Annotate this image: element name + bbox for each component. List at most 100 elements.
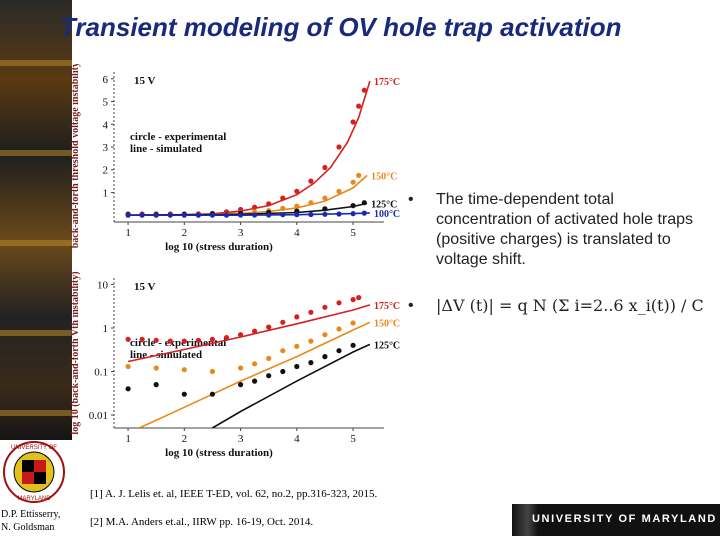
bullet-item-equation: • |ΔV (t)| = q N (Σ i=2..6 x_i(t)) / C <box>408 296 708 317</box>
reference-1: [1] A. J. Lelis et. al, IEEE T-ED, vol. … <box>90 488 378 500</box>
data-point <box>266 373 272 379</box>
data-point <box>209 368 215 375</box>
data-point <box>125 386 131 392</box>
data-point <box>238 212 244 218</box>
data-point <box>294 208 300 214</box>
data-point <box>322 354 328 360</box>
data-point <box>153 365 159 371</box>
data-point <box>361 87 367 93</box>
data-point <box>336 326 342 332</box>
data-point <box>280 368 286 375</box>
data-point <box>266 355 272 361</box>
author-line-2: N. Goldsman <box>1 522 55 533</box>
y-tick-label: 0.01 <box>89 410 108 422</box>
data-point <box>350 119 356 125</box>
data-point <box>361 210 367 216</box>
data-point <box>181 391 187 397</box>
data-point <box>336 211 342 217</box>
data-point <box>252 378 258 384</box>
data-point <box>294 314 300 320</box>
data-point <box>125 336 131 342</box>
data-point <box>181 367 187 373</box>
series-label: 150°C <box>371 171 397 182</box>
data-point <box>209 391 215 397</box>
svg-text:MARYLAND: MARYLAND <box>17 496 51 502</box>
data-point <box>252 204 258 210</box>
data-point <box>280 205 286 211</box>
data-point <box>294 212 300 218</box>
y-tick-label: 5 <box>103 97 109 109</box>
data-point <box>125 363 131 370</box>
data-point <box>139 336 145 342</box>
bullet-dot-icon: • <box>408 191 414 208</box>
data-point <box>356 103 362 109</box>
linear-instability-chart: 1 2 3 4 5 6 1 2 3 4 5 log 10 (stress duration) back-… <box>70 64 400 253</box>
x-tick-label: 4 <box>294 433 300 445</box>
data-point <box>238 365 244 371</box>
data-point <box>238 382 244 388</box>
y-tick-label: 1 <box>103 187 109 199</box>
x-axis-label: log 10 (stress duration) <box>165 447 273 459</box>
references: [1] A. J. Lelis et. al, IEEE T-ED, vol. … <box>90 488 377 544</box>
bullet-dot-icon: • <box>408 297 414 314</box>
legend-entry: line - simulated <box>130 143 202 155</box>
data-point <box>280 319 286 325</box>
decorative-sidebar-photo <box>0 0 72 440</box>
data-point <box>181 338 187 344</box>
series-label: 175°C <box>374 301 400 312</box>
series-label: 100°C <box>374 209 400 220</box>
voltage-label: 15 V <box>134 75 156 87</box>
data-point <box>252 212 258 218</box>
author-line-1: D.P. Ettisserry, <box>1 509 61 520</box>
bullet-item: • The time-dependent total concentration… <box>408 190 708 270</box>
data-point <box>209 336 215 342</box>
data-point <box>252 361 258 367</box>
x-tick-label: 1 <box>125 433 131 445</box>
data-point <box>308 309 314 315</box>
bullet-list: • The time-dependent total concentration… <box>408 190 708 317</box>
data-point <box>350 179 356 185</box>
legend-entry: circle - experimental <box>130 131 226 143</box>
y-tick-label: 0.1 <box>94 366 108 378</box>
x-tick-label: 5 <box>350 433 356 445</box>
data-point <box>153 212 159 218</box>
university-seal-icon: UNIVERSITY OF MARYLAND <box>3 441 65 503</box>
reference-2: [2] M.A. Anders et.al., IIRW pp. 16-19, … <box>90 516 314 528</box>
data-point <box>181 212 187 218</box>
data-point <box>252 328 258 334</box>
x-tick-label: 1 <box>125 227 131 239</box>
data-point <box>350 297 356 303</box>
bullet-text: The time-dependent total concentration o… <box>436 191 694 268</box>
data-point <box>280 348 286 354</box>
x-tick-label: 3 <box>238 227 244 239</box>
x-tick-label: 5 <box>350 227 356 239</box>
data-point <box>356 172 362 178</box>
data-point <box>266 212 272 218</box>
series-line <box>211 343 371 428</box>
series-line <box>127 304 371 363</box>
data-point <box>294 363 300 370</box>
data-point <box>294 343 300 349</box>
data-point <box>294 203 300 209</box>
data-point <box>336 188 342 194</box>
data-point <box>322 195 328 201</box>
data-point <box>356 295 362 301</box>
series-label: 150°C <box>374 318 400 329</box>
data-point <box>294 188 300 194</box>
data-point <box>350 320 356 326</box>
data-point <box>322 164 328 171</box>
data-point <box>308 360 314 366</box>
data-point <box>153 337 159 343</box>
log-instability-chart: 0.01 0.1 1 10 1 2 3 4 5 log 10 (stress duration) l… <box>70 271 400 459</box>
x-tick-label: 4 <box>294 227 300 239</box>
x-tick-label: 3 <box>238 433 244 445</box>
x-tick-label: 2 <box>182 433 188 445</box>
data-point <box>167 212 173 218</box>
voltage-shift-formula: |ΔV (t)| = q N (Σ i=2..6 x_i(t)) / C <box>436 296 704 315</box>
voltage-label: 15 V <box>134 281 156 293</box>
data-point <box>308 178 314 184</box>
data-point <box>322 304 328 310</box>
data-point <box>308 338 314 344</box>
data-point <box>223 335 230 341</box>
authors: D.P. Ettisserry, N. Goldsman <box>0 508 73 534</box>
